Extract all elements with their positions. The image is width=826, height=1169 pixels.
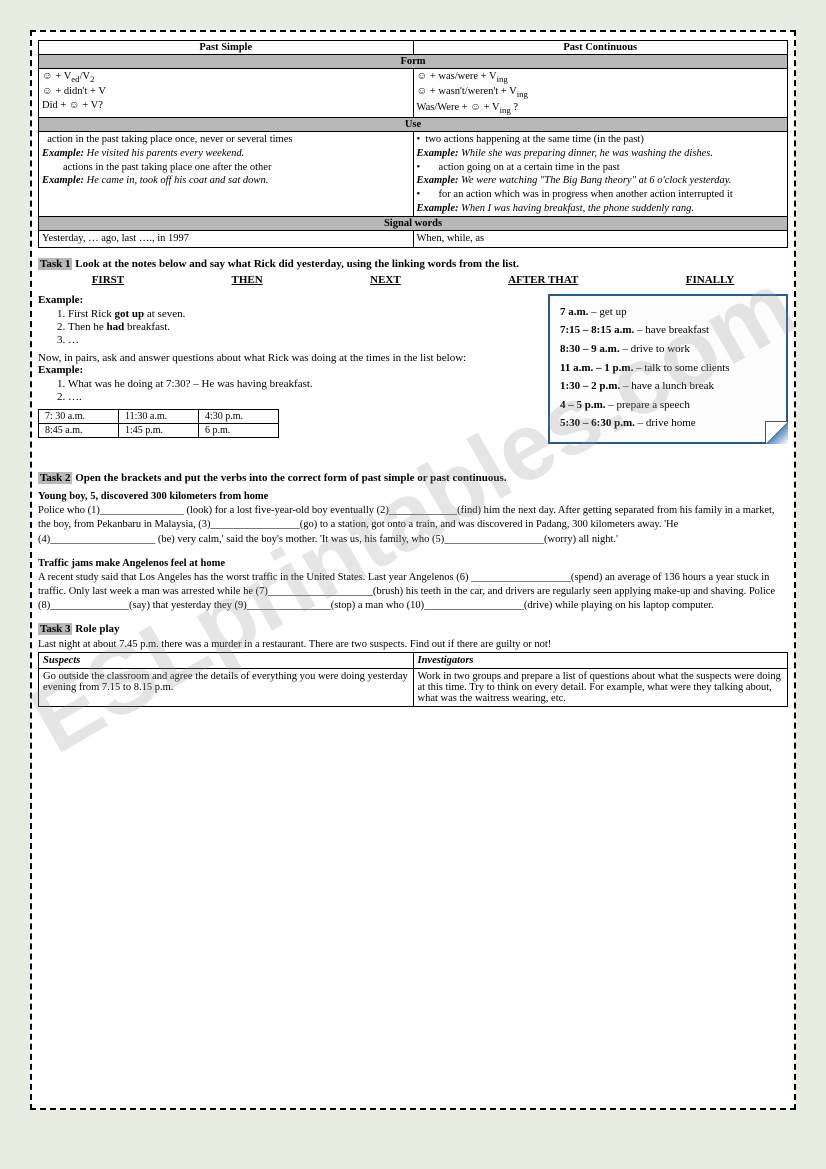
list-item: What was he doing at 7:30? – He was havi… xyxy=(68,378,538,390)
section-use: Use xyxy=(39,118,788,132)
task1-header: Task 1 Look at the notes below and say w… xyxy=(38,258,788,270)
task1-instruction: Look at the notes below and say what Ric… xyxy=(75,258,519,270)
time-cell: 1:45 p.m. xyxy=(119,423,199,437)
list-item: … xyxy=(68,334,538,346)
use-past-continuous: • two actions happening at the same time… xyxy=(413,132,788,217)
task3-instruction: Role play xyxy=(75,623,119,635)
section-form: Form xyxy=(39,55,788,69)
signal-past-continuous: When, while, as xyxy=(413,231,788,248)
story1-text: Police who (1)________________ (look) fo… xyxy=(38,504,788,547)
roleplay-table: Suspects Investigators Go outside the cl… xyxy=(38,652,788,707)
task3-label: Task 3 xyxy=(38,623,72,635)
investigators-header: Investigators xyxy=(413,653,788,669)
time-cell: 6 p.m. xyxy=(199,423,279,437)
task3-header: Task 3 Role play xyxy=(38,623,788,635)
form-past-continuous: ☺ + was/were + Ving☺ + wasn't/weren't + … xyxy=(413,69,788,118)
linking-words-row: FIRST THEN NEXT AFTER THAT FINALLY xyxy=(38,274,788,286)
time-cell: 8:45 a.m. xyxy=(39,423,119,437)
story2-title: Traffic jams make Angelenos feel at home xyxy=(38,557,788,571)
example-list-2: What was he doing at 7:30? – He was havi… xyxy=(68,378,538,403)
time-cell: 7: 30 a.m. xyxy=(39,409,119,423)
list-item: First Rick got up at seven. xyxy=(68,308,538,320)
schedule-box: 7 a.m. – get up7:15 – 8:15 a.m. – have b… xyxy=(548,294,788,444)
linking-word: NEXT xyxy=(370,274,401,286)
grammar-table: Past Simple Past Continuous Form ☺ + Ved… xyxy=(38,40,788,248)
linking-word: FINALLY xyxy=(686,274,735,286)
form-past-simple: ☺ + Ved/V2☺ + didn't + VDid + ☺ + V? xyxy=(39,69,414,118)
schedule-item: 11 a.m. – 1 p.m. – talk to some clients xyxy=(560,360,776,378)
task1-label: Task 1 xyxy=(38,258,72,270)
use-past-simple: action in the past taking place once, ne… xyxy=(39,132,414,217)
table-row: 7: 30 a.m.11:30 a.m.4:30 p.m. xyxy=(39,409,279,423)
schedule-item: 1:30 – 2 p.m. – have a lunch break xyxy=(560,378,776,396)
schedule-item: 5:30 – 6:30 p.m. – drive home xyxy=(560,415,776,433)
task2-instruction: Open the brackets and put the verbs into… xyxy=(75,472,506,484)
time-cell: 4:30 p.m. xyxy=(199,409,279,423)
task2-label: Task 2 xyxy=(38,472,72,484)
example-label-2: Example: xyxy=(38,364,538,376)
linking-word: AFTER THAT xyxy=(508,274,578,286)
story2-text: A recent study said that Los Angeles has… xyxy=(38,571,788,614)
suspects-cell: Go outside the classroom and agree the d… xyxy=(39,669,414,707)
investigators-cell: Work in two groups and prepare a list of… xyxy=(413,669,788,707)
example-label-1: Example: xyxy=(38,294,538,306)
schedule-item: 4 – 5 p.m. – prepare a speech xyxy=(560,397,776,415)
task1-left-column: Example: First Rick got up at seven.Then… xyxy=(38,294,538,444)
list-item: …. xyxy=(68,391,538,403)
linking-word: FIRST xyxy=(92,274,124,286)
time-cell: 11:30 a.m. xyxy=(119,409,199,423)
signal-past-simple: Yesterday, … ago, last …., in 1997 xyxy=(39,231,414,248)
pairs-instruction: Now, in pairs, ask and answer questions … xyxy=(38,352,538,364)
time-table: 7: 30 a.m.11:30 a.m.4:30 p.m.8:45 a.m.1:… xyxy=(38,409,279,438)
task3-intro: Last night at about 7.45 p.m. there was … xyxy=(38,639,788,650)
table-row: 8:45 a.m.1:45 p.m.6 p.m. xyxy=(39,423,279,437)
linking-word: THEN xyxy=(232,274,263,286)
col-header-past-simple: Past Simple xyxy=(39,41,414,55)
schedule-item: 7 a.m. – get up xyxy=(560,304,776,322)
list-item: Then he had breakfast. xyxy=(68,321,538,333)
task2-header: Task 2 Open the brackets and put the ver… xyxy=(38,472,788,484)
worksheet-page: Past Simple Past Continuous Form ☺ + Ved… xyxy=(30,30,796,1110)
schedule-item: 7:15 – 8:15 a.m. – have breakfast xyxy=(560,322,776,340)
col-header-past-continuous: Past Continuous xyxy=(413,41,788,55)
section-signal: Signal words xyxy=(39,217,788,231)
schedule-item: 8:30 – 9 a.m. – drive to work xyxy=(560,341,776,359)
story1-title: Young boy, 5, discovered 300 kilometers … xyxy=(38,490,788,504)
suspects-header: Suspects xyxy=(39,653,414,669)
example-list-1: First Rick got up at seven.Then he had b… xyxy=(68,308,538,346)
task2-content: Young boy, 5, discovered 300 kilometers … xyxy=(38,490,788,613)
